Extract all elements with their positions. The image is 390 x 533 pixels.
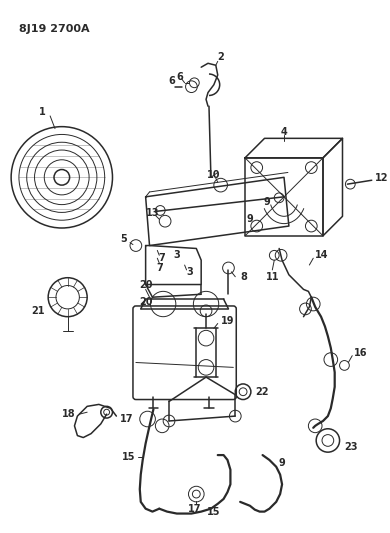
Text: 9: 9 (263, 197, 270, 207)
Text: 15: 15 (207, 506, 221, 516)
Text: 12: 12 (375, 173, 388, 183)
Text: 9: 9 (279, 458, 285, 468)
Text: 3: 3 (174, 251, 180, 260)
Text: 10: 10 (207, 171, 221, 180)
Text: 18: 18 (62, 409, 75, 419)
Text: 23: 23 (344, 442, 358, 453)
Text: 16: 16 (354, 348, 368, 358)
Text: 22: 22 (255, 387, 268, 397)
Text: 9: 9 (246, 214, 253, 224)
Text: 20: 20 (139, 279, 152, 289)
Text: 8: 8 (240, 272, 247, 282)
Text: 17: 17 (188, 504, 201, 514)
Text: 17: 17 (119, 414, 133, 424)
Text: 6: 6 (168, 76, 176, 86)
Text: 11: 11 (266, 272, 279, 282)
Text: 5: 5 (120, 234, 127, 244)
Text: 6: 6 (176, 72, 183, 82)
Text: 14: 14 (315, 251, 329, 260)
Text: 2: 2 (217, 52, 224, 62)
Text: 13: 13 (146, 208, 159, 219)
Text: 15: 15 (122, 452, 136, 462)
FancyBboxPatch shape (133, 306, 236, 400)
Text: 7: 7 (156, 263, 163, 273)
Text: 8J19 2700A: 8J19 2700A (19, 25, 90, 34)
Text: 20: 20 (139, 297, 152, 307)
Text: 1: 1 (39, 107, 46, 117)
Text: 4: 4 (281, 126, 287, 136)
Text: 21: 21 (32, 306, 45, 316)
Text: 3: 3 (186, 267, 193, 277)
Text: 19: 19 (221, 316, 234, 326)
Text: 7: 7 (159, 253, 166, 263)
